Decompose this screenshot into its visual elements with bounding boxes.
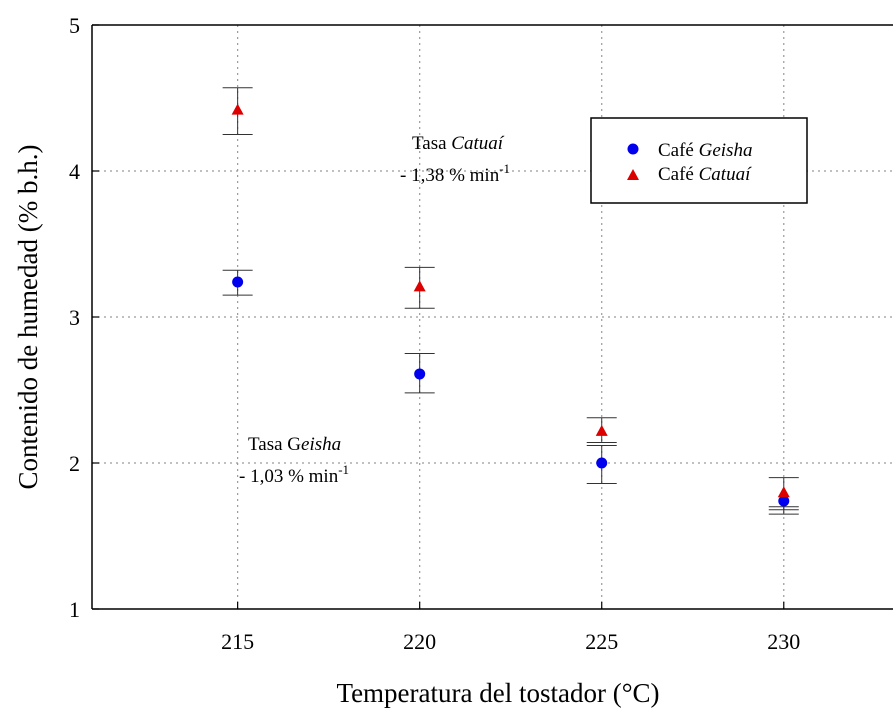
- annotation-rate-geisha: Tasa Geisha - 1,03 % min-1: [239, 434, 349, 487]
- x-tick-label: 220: [403, 629, 436, 654]
- annotation-catuai-line2: - 1,38 % min-1: [400, 161, 510, 186]
- x-axis-title: Temperatura del tostador (°C): [336, 678, 659, 708]
- data-point-geisha: [414, 368, 426, 380]
- legend-label-catuai: Café Catuaí: [658, 164, 752, 185]
- annotation-rate-catuai: Tasa Catuaí - 1,38 % min-1: [400, 133, 510, 186]
- y-tick-label: 3: [69, 305, 80, 330]
- data-point-catuai: [777, 486, 790, 498]
- data-point-geisha: [778, 495, 790, 507]
- x-tick-label: 225: [585, 629, 618, 654]
- data-point-catuai: [595, 424, 608, 436]
- data-point-catuai: [231, 103, 244, 115]
- annotation-catuai-line1: Tasa Catuaí: [412, 133, 505, 154]
- legend: Café Geisha Café Catuaí: [590, 117, 808, 204]
- data-point-geisha: [596, 457, 608, 469]
- data-markers: [231, 103, 790, 507]
- y-tick-label: 1: [69, 597, 80, 622]
- legend-box: [590, 117, 808, 204]
- y-tick-label: 5: [69, 13, 80, 38]
- legend-marker-geisha: [627, 143, 639, 155]
- x-tick-label: 230: [767, 629, 800, 654]
- data-point-geisha: [232, 276, 244, 288]
- data-point-catuai: [413, 280, 426, 292]
- grid-lines: [92, 25, 893, 609]
- y-tick-label: 2: [69, 451, 80, 476]
- annotation-geisha-line1: Tasa Geisha: [248, 434, 341, 455]
- legend-label-geisha: Café Geisha: [658, 140, 752, 161]
- y-axis-title: Contenido de humedad (% b.h.): [13, 145, 43, 490]
- legend-marker-catuai: [627, 169, 639, 180]
- tick-labels: 215 220 225 230 1 2 3 4 5: [69, 13, 800, 654]
- annotation-geisha-line2: - 1,03 % min-1: [239, 462, 349, 487]
- axes: [91, 24, 893, 610]
- y-tick-label: 4: [69, 159, 80, 184]
- x-tick-label: 215: [221, 629, 254, 654]
